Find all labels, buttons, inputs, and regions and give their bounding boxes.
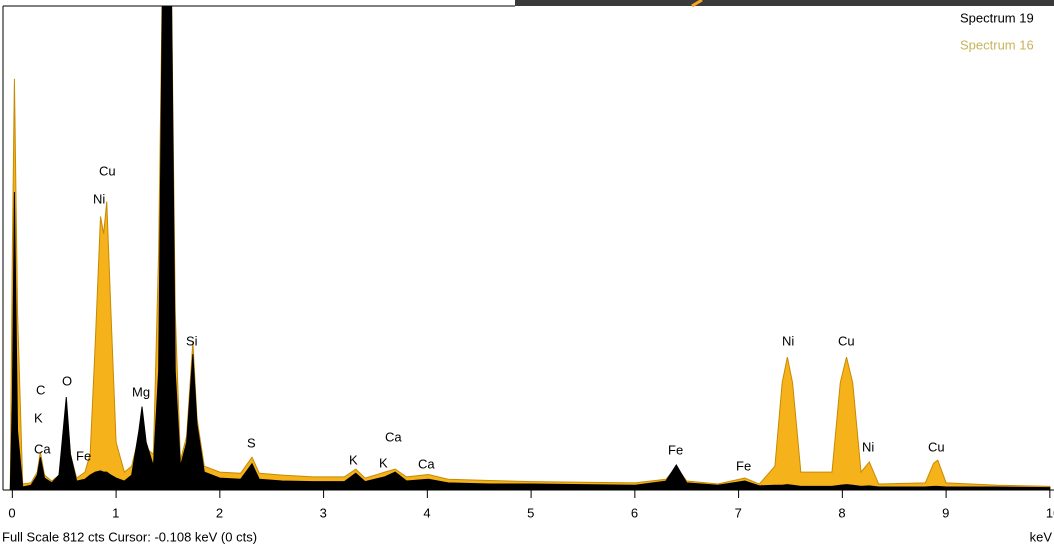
x-tick-label: 5 (527, 505, 534, 520)
page: Full Scale 812 cts Cursor: -0.108 keV (0… (0, 0, 1054, 547)
peak-label: O (62, 373, 72, 388)
legend-entry: Spectrum 16 (960, 37, 1034, 52)
peak-label: C (36, 382, 45, 397)
peak-label: Ca (34, 441, 51, 456)
peak-label: K (379, 455, 388, 470)
status-text: Full Scale 812 cts Cursor: -0.108 keV (0… (2, 529, 257, 544)
x-tick-label: 9 (942, 505, 949, 520)
x-tick-label: 4 (423, 505, 430, 520)
chart: Full Scale 812 cts Cursor: -0.108 keV (0… (0, 0, 1054, 547)
peak-label: Ni (782, 333, 794, 348)
peak-label: Si (186, 333, 198, 348)
x-tick-label: 3 (320, 505, 327, 520)
legend-entry: Spectrum 19 (960, 10, 1034, 25)
peak-label: Cu (928, 439, 945, 454)
x-tick-label: 2 (216, 505, 223, 520)
peak-label: Ca (418, 456, 435, 471)
x-tick-label: 6 (631, 505, 638, 520)
peak-label: Ni (93, 191, 105, 206)
header-bar (515, 0, 1054, 6)
peak-label: Fe (76, 448, 91, 463)
peak-label: K (34, 410, 43, 425)
peak-label: S (247, 435, 256, 450)
spectrum-area (3, 0, 1050, 490)
x-tick-label: 10 (1046, 505, 1054, 520)
peak-label: K (349, 452, 358, 467)
x-tick-label: 1 (112, 505, 119, 520)
peak-label: Ni (862, 439, 874, 454)
peak-label: Cu (838, 333, 855, 348)
peak-label: Ca (385, 429, 402, 444)
peak-label: Fe (668, 442, 683, 457)
peak-label: Cu (99, 163, 116, 178)
x-tick-label: 8 (838, 505, 845, 520)
series-layer (3, 0, 1050, 490)
x-tick-label: 0 (8, 505, 15, 520)
peak-label: Fe (736, 458, 751, 473)
x-tick-label: 7 (735, 505, 742, 520)
peak-label: Mg (132, 384, 150, 399)
x-axis-label: keV (1030, 529, 1053, 544)
